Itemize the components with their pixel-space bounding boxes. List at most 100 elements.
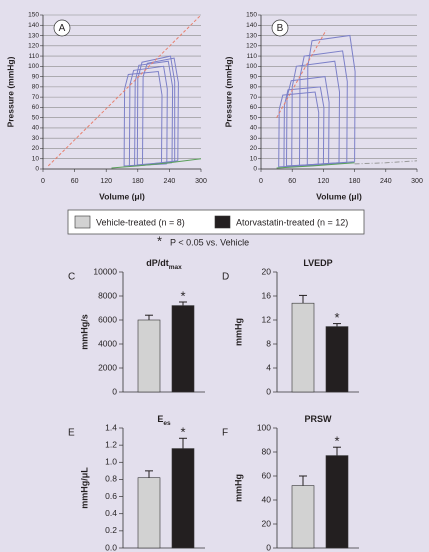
- chart-title: Ees: [157, 414, 171, 426]
- legend-swatch: [74, 215, 91, 229]
- y-tick-label: 40: [32, 125, 40, 132]
- y-tick-label: 0.2: [105, 525, 117, 535]
- title-main: dP/dt: [146, 258, 169, 268]
- y-tick-label: 120: [28, 43, 39, 50]
- panel-badge: [53, 19, 71, 37]
- y-tick-label: 0.8: [105, 474, 117, 484]
- pv-line: [306, 34, 356, 166]
- y-axis-title: mmHg/s: [79, 314, 89, 350]
- x-tick-label: 180: [132, 178, 144, 185]
- x-tick-label: 0: [259, 178, 263, 185]
- y-tick-label: 60: [32, 104, 40, 111]
- y-tick-label: 100: [246, 63, 257, 70]
- bar: [137, 319, 161, 393]
- x-tick-label: 60: [71, 178, 79, 185]
- y-tick-label: 40: [262, 494, 272, 504]
- pv-line: [47, 14, 202, 167]
- chart-title: LVEDP: [303, 258, 332, 268]
- title-main: E: [157, 414, 163, 424]
- y-tick-label: 10: [32, 155, 40, 162]
- y-axis-title: Pressure (mmHg): [223, 56, 233, 127]
- y-tick-label: 90: [250, 73, 258, 80]
- y-tick-label: 90: [32, 73, 40, 80]
- title-main: PRSW: [305, 414, 333, 424]
- pv-line: [141, 57, 179, 166]
- y-tick-label: 60: [250, 104, 258, 111]
- y-tick-label: 40: [250, 125, 258, 132]
- title-sub: es: [163, 420, 171, 427]
- y-tick-label: 12: [262, 314, 272, 324]
- pv-line: [283, 86, 325, 168]
- y-tick-label: 100: [28, 63, 39, 70]
- y-tick-label: 1.2: [105, 439, 117, 449]
- y-tick-label: 80: [262, 446, 272, 456]
- y-tick-label: 20: [32, 145, 40, 152]
- x-axis-title: Volume (μl): [99, 191, 145, 201]
- pv-line: [276, 162, 355, 169]
- panel-label: A: [59, 23, 66, 34]
- pv-line: [298, 50, 348, 167]
- bar: [325, 326, 349, 393]
- x-tick-label: 300: [411, 178, 423, 185]
- y-axis-title: Pressure (mmHg): [5, 56, 15, 127]
- y-tick-label: 0.0: [105, 542, 117, 552]
- x-tick-label: 0: [41, 178, 45, 185]
- y-tick-label: 30: [32, 135, 40, 142]
- y-tick-label: 0: [112, 386, 117, 396]
- panel-label: C: [68, 272, 75, 283]
- y-tick-label: 50: [32, 114, 40, 121]
- y-tick-label: 10000: [93, 266, 117, 276]
- y-tick-label: 0: [253, 166, 257, 173]
- bar: [137, 477, 161, 549]
- y-tick-label: 20: [262, 266, 272, 276]
- y-tick-label: 50: [250, 114, 258, 121]
- y-tick-label: 4: [266, 362, 271, 372]
- y-tick-label: 16: [262, 290, 272, 300]
- bar: [171, 305, 195, 393]
- panel-label: B: [277, 23, 284, 34]
- legend-label: Vehicle-treated (n = 8): [96, 217, 185, 227]
- y-tick-label: 30: [250, 135, 258, 142]
- bar: [291, 485, 315, 549]
- y-tick-label: 0.6: [105, 491, 117, 501]
- x-axis-title: Volume (μl): [316, 191, 362, 201]
- legend-label: Atorvastatin-treated (n = 12): [236, 217, 348, 227]
- title-main: LVEDP: [303, 258, 332, 268]
- y-tick-label: 10: [250, 155, 258, 162]
- x-tick-label: 120: [100, 178, 112, 185]
- y-tick-label: 0: [35, 166, 39, 173]
- y-tick-label: 110: [29, 53, 40, 60]
- significance-mark: *: [180, 288, 185, 303]
- y-tick-label: 130: [246, 32, 257, 39]
- y-tick-label: 80: [32, 84, 40, 91]
- y-tick-label: 60: [262, 470, 272, 480]
- pv-line: [354, 160, 418, 165]
- bar: [325, 455, 349, 549]
- y-tick-label: 8: [266, 338, 271, 348]
- chart-title: dP/dtmax: [146, 258, 182, 270]
- chart-title: PRSW: [305, 414, 333, 424]
- title-sub: max: [169, 264, 182, 271]
- y-tick-label: 8000: [98, 290, 117, 300]
- note-symbol: *: [157, 233, 162, 248]
- y-tick-label: 1.0: [105, 457, 117, 467]
- pv-line: [276, 30, 327, 118]
- y-tick-label: 120: [246, 43, 257, 50]
- y-tick-label: 150: [246, 12, 257, 19]
- y-tick-label: 1.4: [105, 422, 117, 432]
- y-axis-title: mmHg/μL: [79, 467, 89, 509]
- y-tick-label: 130: [28, 32, 39, 39]
- bar: [171, 448, 195, 549]
- x-tick-label: 240: [164, 178, 176, 185]
- y-tick-label: 0.4: [105, 508, 117, 518]
- significance-mark: *: [334, 310, 339, 325]
- y-tick-label: 80: [250, 84, 258, 91]
- pv-line: [111, 158, 202, 169]
- y-tick-label: 100: [257, 422, 271, 432]
- y-tick-label: 2000: [98, 362, 117, 372]
- x-tick-label: 60: [288, 178, 296, 185]
- x-tick-label: 120: [318, 178, 330, 185]
- y-tick-label: 110: [247, 53, 258, 60]
